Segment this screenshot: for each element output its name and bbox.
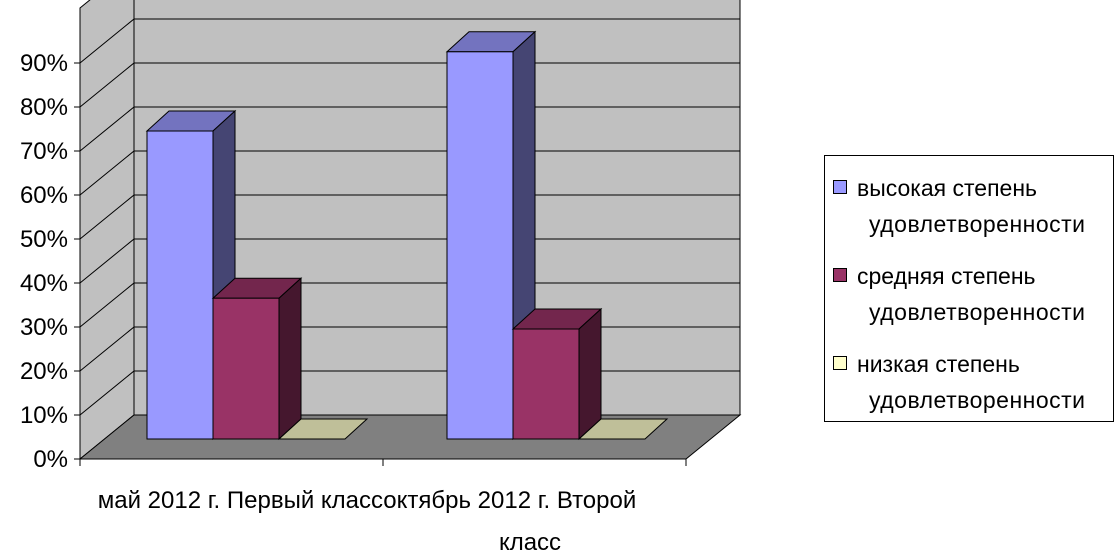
gridline — [79, 238, 740, 284]
y-tick-label: 50% — [20, 226, 68, 253]
y-tick-label: 70% — [20, 138, 68, 165]
bar — [211, 277, 303, 441]
y-tick-label: 0% — [33, 446, 68, 473]
bar-side — [578, 307, 602, 441]
y-tick-label: 80% — [20, 94, 68, 121]
legend-swatch-low — [833, 356, 847, 370]
bar-top — [577, 418, 669, 440]
gridline — [79, 106, 740, 152]
gridline — [79, 150, 740, 196]
axes — [74, 8, 687, 466]
bar-front — [446, 51, 514, 440]
side-wall — [79, 0, 135, 461]
gridline — [79, 194, 740, 240]
gridlines — [79, 18, 740, 416]
legend-label-medium: средняя степень удовлетворенности — [857, 258, 1115, 330]
bar-front — [512, 328, 580, 440]
bar — [511, 307, 603, 441]
legend-label-low-line1: низкая степень — [857, 351, 1020, 377]
bars — [145, 30, 669, 441]
legend-label-high-line1: высокая степень — [857, 175, 1038, 201]
bar-top — [277, 418, 369, 440]
legend-label-high: высокая степень удовлетворенности — [857, 170, 1115, 242]
gridline — [79, 282, 740, 328]
y-tick-label: 30% — [20, 314, 68, 341]
y-tick-label: 40% — [20, 270, 68, 297]
legend-label-medium-line1: средняя степень — [857, 263, 1036, 289]
legend-label-low: низкая степень удовлетворенности — [857, 346, 1115, 418]
bar-side — [278, 277, 302, 441]
bar-front — [146, 130, 214, 440]
bar — [277, 418, 369, 440]
x-category-labels: май 2012 г. Первый классоктябрь 2012 г. … — [98, 487, 637, 556]
y-tick-labels: 0% 10% 20% 30% 40% 50% 60% 70% 80% 90% — [20, 50, 68, 473]
bar — [145, 109, 237, 441]
y-tick-label: 10% — [20, 402, 68, 429]
legend-label-high-line2: удовлетворенности — [869, 211, 1086, 237]
legend-label-low-line2: удовлетворенности — [869, 387, 1086, 413]
bar — [577, 418, 669, 440]
legend-swatch-medium — [833, 268, 847, 282]
legend-swatch-high — [833, 180, 847, 194]
y-tick-label: 60% — [20, 182, 68, 209]
gridline — [79, 62, 740, 108]
category-label-line-1: май 2012 г. Первый классоктябрь 2012 г. … — [98, 487, 637, 514]
legend: высокая степень удовлетворенности средня… — [824, 155, 1114, 422]
category-label-line-2: класс — [499, 529, 561, 556]
legend-label-medium-line2: удовлетворенности — [869, 299, 1086, 325]
y-tick-label: 90% — [20, 50, 68, 77]
bar-front — [212, 297, 280, 440]
gridline — [79, 18, 740, 64]
y-tick-label: 20% — [20, 358, 68, 385]
